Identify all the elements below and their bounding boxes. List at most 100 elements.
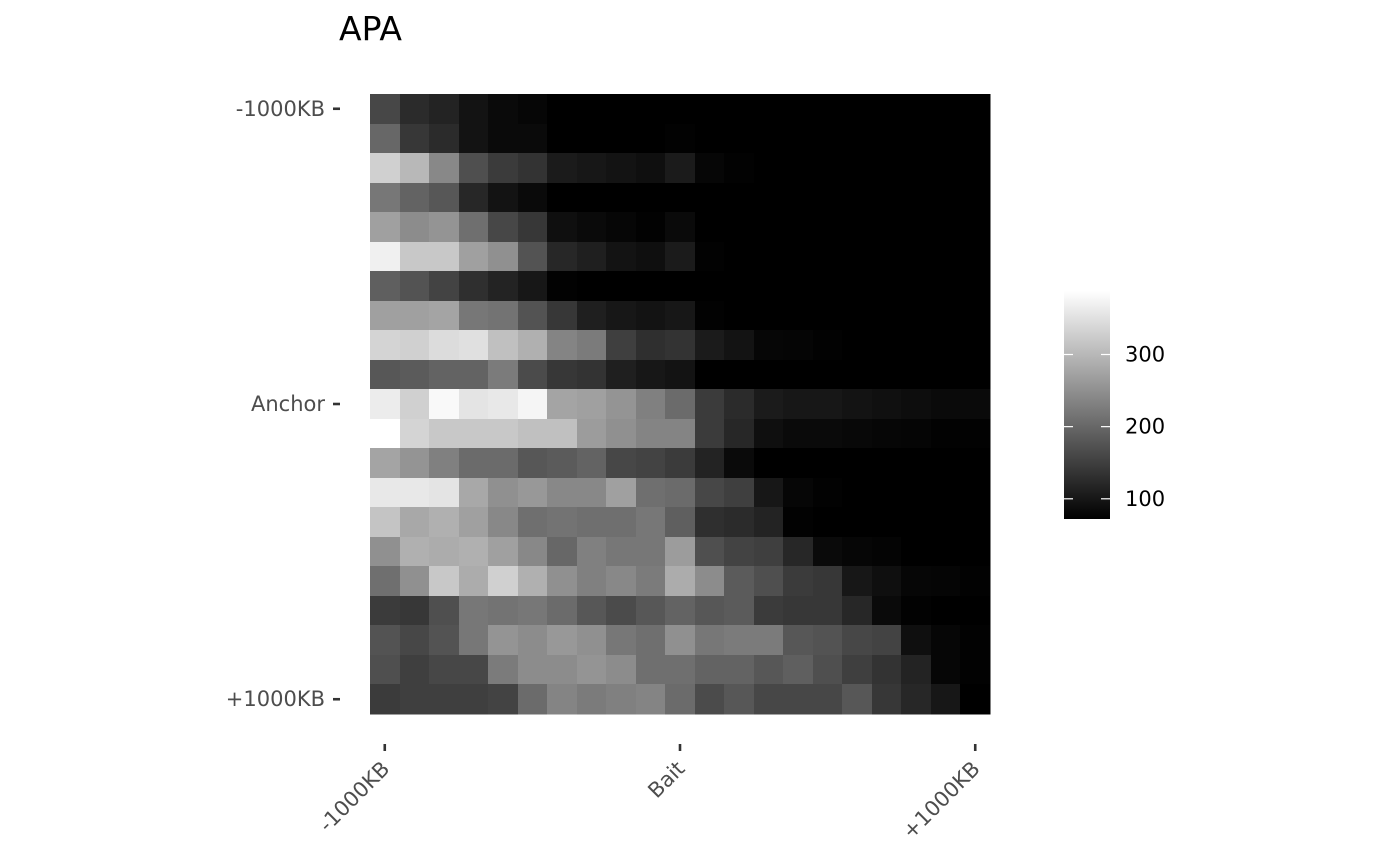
heatmap-cell <box>636 448 666 479</box>
heatmap-cell <box>370 183 401 213</box>
heatmap-cell <box>370 389 401 420</box>
heatmap-cell <box>960 212 991 243</box>
heatmap-cell <box>606 242 637 272</box>
heatmap-cell <box>695 389 725 420</box>
heatmap-cell <box>842 212 873 243</box>
heatmap-cell <box>547 596 578 626</box>
heatmap-cell <box>931 124 961 154</box>
heatmap-cell <box>547 242 578 272</box>
heatmap-cell <box>695 271 725 302</box>
heatmap-cell <box>960 94 991 125</box>
heatmap-cell <box>695 419 725 449</box>
x-tick-label: +1000KB <box>898 757 985 844</box>
heatmap-cell <box>636 301 666 331</box>
heatmap-cell <box>518 596 548 626</box>
heatmap-cell <box>488 301 519 331</box>
heatmap-cell <box>488 330 519 361</box>
heatmap-cell <box>931 537 961 567</box>
heatmap-cell <box>459 537 489 567</box>
heatmap-cell <box>665 360 696 390</box>
heatmap-cell <box>842 242 873 272</box>
heatmap-cell <box>429 448 460 479</box>
heatmap-cell <box>783 448 814 479</box>
heatmap-cell <box>429 389 460 420</box>
heatmap-cell <box>370 684 401 715</box>
y-tick-label: -1000KB <box>236 97 325 121</box>
heatmap-cell <box>370 212 401 243</box>
heatmap-cell <box>872 684 902 715</box>
heatmap-cell <box>429 537 460 567</box>
heatmap-cell <box>606 212 637 243</box>
heatmap-cell <box>695 242 725 272</box>
heatmap-cell <box>488 94 519 125</box>
heatmap-cell <box>370 94 401 125</box>
heatmap-cell <box>724 566 755 597</box>
heatmap-cell <box>606 301 637 331</box>
heatmap-cell <box>459 183 489 213</box>
heatmap-cell <box>665 655 696 685</box>
heatmap-cell <box>901 153 932 184</box>
heatmap-cell <box>577 242 607 272</box>
heatmap-cell <box>606 271 637 302</box>
heatmap-cell <box>724 360 755 390</box>
heatmap-cell <box>429 301 460 331</box>
heatmap-cell <box>547 124 578 154</box>
heatmap-cell <box>429 507 460 538</box>
heatmap-cell <box>783 271 814 302</box>
heatmap-cell <box>754 655 784 685</box>
heatmap-cell <box>488 566 519 597</box>
heatmap-cell <box>370 419 401 449</box>
heatmap-cell <box>665 153 696 184</box>
heatmap-cell <box>459 94 489 125</box>
heatmap-cell <box>783 94 814 125</box>
heatmap-cell <box>931 507 961 538</box>
heatmap-cell <box>518 183 548 213</box>
heatmap-cell <box>960 478 991 508</box>
heatmap-cell <box>783 655 814 685</box>
heatmap-cell <box>488 242 519 272</box>
heatmap-cell <box>636 153 666 184</box>
heatmap-cell <box>400 242 430 272</box>
heatmap-cell <box>577 212 607 243</box>
heatmap-cell <box>724 94 755 125</box>
heatmap-cell <box>901 507 932 538</box>
heatmap-cell <box>518 271 548 302</box>
heatmap-cell <box>547 566 578 597</box>
heatmap-cell <box>813 448 843 479</box>
heatmap-cell <box>960 360 991 390</box>
heatmap-cell <box>636 478 666 508</box>
heatmap-cell <box>665 419 696 449</box>
heatmap-cell <box>754 124 784 154</box>
heatmap-cell <box>577 507 607 538</box>
heatmap-cell <box>665 94 696 125</box>
heatmap-cell <box>724 478 755 508</box>
heatmap-cell <box>813 655 843 685</box>
heatmap-cell <box>724 212 755 243</box>
heatmap-cell <box>901 566 932 597</box>
heatmap-cell <box>518 507 548 538</box>
heatmap-cell <box>872 301 902 331</box>
heatmap-cell <box>901 625 932 656</box>
heatmap-cell <box>960 507 991 538</box>
heatmap-cell <box>370 124 401 154</box>
heatmap-cell <box>606 94 637 125</box>
heatmap-cell <box>724 153 755 184</box>
heatmap-cell <box>842 153 873 184</box>
heatmap-cell <box>547 183 578 213</box>
heatmap-cell <box>636 655 666 685</box>
heatmap-cell <box>577 478 607 508</box>
heatmap-cell <box>960 596 991 626</box>
heatmap-cell <box>901 596 932 626</box>
heatmap-cell <box>547 419 578 449</box>
heatmap-cell <box>783 301 814 331</box>
heatmap-cell <box>606 566 637 597</box>
heatmap-cell <box>695 94 725 125</box>
heatmap-cell <box>370 596 401 626</box>
heatmap-cell <box>724 389 755 420</box>
heatmap-cell <box>783 419 814 449</box>
heatmap-cell <box>695 596 725 626</box>
heatmap-cell <box>577 330 607 361</box>
heatmap-cell <box>724 507 755 538</box>
heatmap-cell <box>606 183 637 213</box>
heatmap-cell <box>606 330 637 361</box>
